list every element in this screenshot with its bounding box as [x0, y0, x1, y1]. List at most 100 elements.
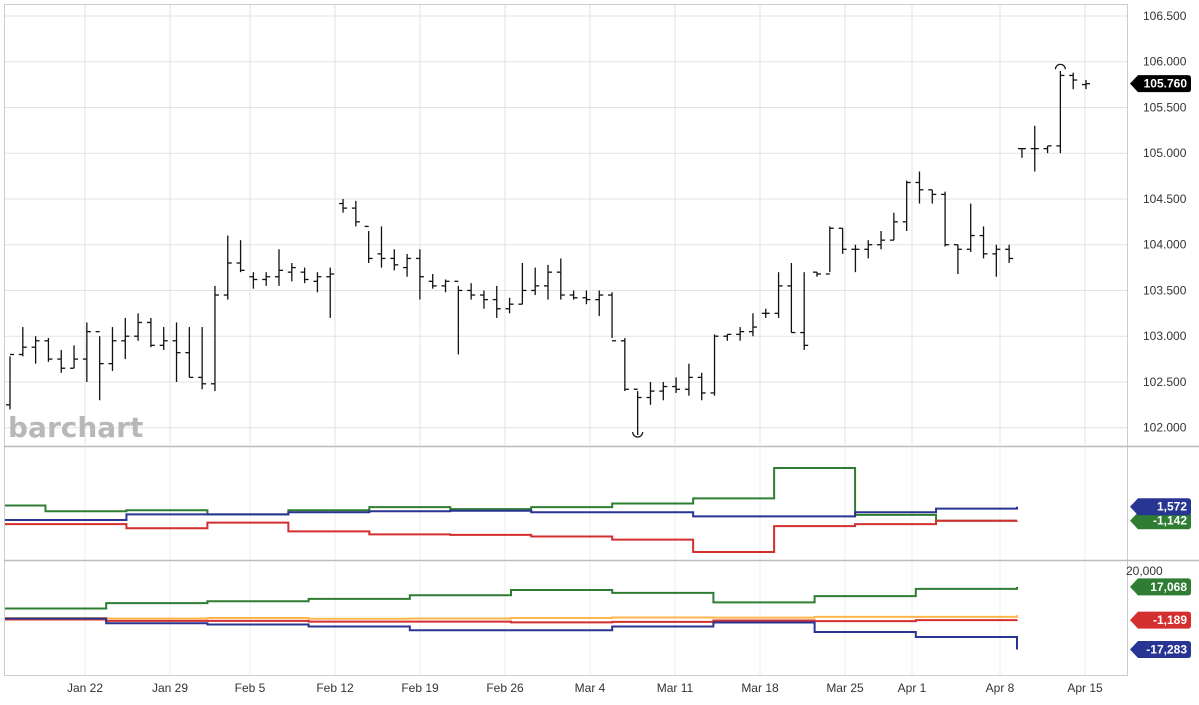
ohlc-bar — [441, 279, 450, 293]
ohlc-bar — [966, 203, 975, 253]
x-tick-label: Feb 5 — [235, 681, 266, 695]
ohlc-bar — [544, 264, 552, 300]
ohlc-bar — [236, 240, 245, 273]
ohlc-bar — [1030, 125, 1039, 172]
ohlc-bar — [1082, 80, 1090, 90]
ohlc-bar — [864, 240, 873, 259]
ohlc-bar — [95, 330, 104, 401]
ohlc-bar — [428, 273, 437, 289]
badge-shape — [1130, 611, 1191, 629]
x-tick-label: Mar 18 — [741, 681, 779, 695]
ohlc-bar — [800, 272, 809, 350]
ohlc-bar — [492, 285, 501, 318]
ohlc-bar — [377, 226, 386, 268]
ohlc-bar — [825, 226, 834, 275]
series-line — [5, 466, 1017, 522]
ohlc-bar — [364, 225, 373, 264]
ohlc-bar — [249, 272, 258, 289]
ohlc-bar — [902, 180, 911, 231]
ohlc-bar — [877, 230, 886, 250]
price-tick-label: 106.000 — [1143, 55, 1187, 69]
ohlc-bar — [1043, 145, 1052, 154]
ohlc-bar — [134, 313, 143, 341]
ohlc-bar — [44, 338, 53, 362]
price-tick-label: 102.500 — [1143, 375, 1187, 389]
ohlc-bar — [1017, 147, 1026, 158]
badge-label: -1,142 — [1153, 514, 1187, 528]
x-tick-label: Feb 12 — [316, 681, 354, 695]
series-value-badge: -1,142 — [1130, 512, 1191, 530]
ohlc-bar — [723, 333, 732, 341]
ohlc-bar — [697, 372, 706, 401]
price-axis-tick-labels: 106.500 106.000 105.500 105.000 104.500 104.0… — [1143, 9, 1187, 435]
badge-shape — [1130, 498, 1191, 516]
ohlc-bar — [672, 377, 681, 393]
ohlc-bar — [313, 272, 322, 293]
ohlc-bar — [556, 258, 565, 300]
ohlc-bar — [659, 381, 668, 401]
series-line — [5, 506, 1018, 521]
ohlc-bar — [979, 226, 988, 259]
price-tick-label: 102.000 — [1143, 421, 1187, 435]
x-tick-label: Mar 11 — [657, 681, 694, 695]
ohlc-bar — [287, 263, 296, 282]
ohlc-bar — [210, 285, 219, 392]
x-tick-label: Jan 22 — [67, 681, 103, 695]
series-value-badge: 1,572 — [1130, 498, 1191, 516]
ohlc-bar — [223, 235, 232, 300]
ohlc-bar — [915, 171, 924, 204]
ohlc-bar — [851, 244, 860, 273]
low-marker — [632, 431, 644, 438]
ohlc-bar — [390, 249, 399, 271]
ohlc-bar — [172, 322, 181, 382]
ohlc-bar — [31, 336, 40, 364]
x-tick-label: Apr 1 — [898, 681, 927, 695]
ohlc-bar — [1056, 70, 1065, 154]
badge-label: -17,283 — [1146, 642, 1187, 656]
bottom-panel-tick-label: 20,000 — [1126, 564, 1163, 578]
ohlc-bar — [326, 267, 335, 318]
ohlc-bar — [774, 272, 783, 318]
ohlc-bar — [889, 212, 898, 241]
ohlc-bar — [146, 317, 155, 348]
x-tick-label: Mar 25 — [826, 681, 864, 695]
ohlc-bar — [736, 327, 745, 341]
ohlc-bar — [57, 349, 66, 373]
ohlc-bar — [403, 253, 412, 277]
ohlc-bar — [595, 290, 604, 317]
ohlc-bar — [953, 244, 962, 274]
ohlc-bar — [518, 263, 527, 305]
ohlc-bar — [121, 317, 130, 360]
ohlc-bar — [531, 267, 540, 296]
x-tick-label: Apr 15 — [1067, 681, 1103, 695]
ohlc-bar — [108, 327, 117, 371]
ohlc-bar — [813, 271, 821, 277]
badge-shape — [1130, 75, 1191, 93]
grid — [4, 4, 1199, 676]
ohlc-bar — [761, 308, 770, 318]
ohlc-bar — [479, 290, 488, 309]
price-tick-label: 103.500 — [1143, 283, 1187, 297]
ohlc-bar — [838, 227, 847, 254]
badge-shape — [1130, 512, 1191, 530]
series-value-badge: -17,283 — [1130, 640, 1191, 658]
price-bars — [6, 63, 1090, 438]
badge-label: 1,572 — [1157, 500, 1187, 514]
badge-label: -1,189 — [1153, 613, 1187, 627]
ohlc-bar — [608, 292, 617, 342]
x-tick-label: Mar 4 — [575, 681, 606, 695]
ohlc-bar — [198, 327, 207, 390]
ohlc-bar — [70, 345, 79, 369]
ohlc-bar — [18, 327, 27, 357]
x-tick-label: Jan 29 — [152, 681, 188, 695]
series-line — [5, 618, 1018, 624]
price-tick-label: 104.500 — [1143, 192, 1187, 206]
ohlc-bar — [748, 313, 757, 337]
price-tick-label: 103.000 — [1143, 329, 1187, 343]
high-marker — [1054, 63, 1066, 70]
ohlc-bar — [454, 280, 463, 355]
series-line — [5, 615, 1018, 620]
price-tick-label: 105.000 — [1143, 146, 1187, 160]
ohlc-bar — [300, 267, 309, 284]
ohlc-bar — [620, 338, 629, 392]
